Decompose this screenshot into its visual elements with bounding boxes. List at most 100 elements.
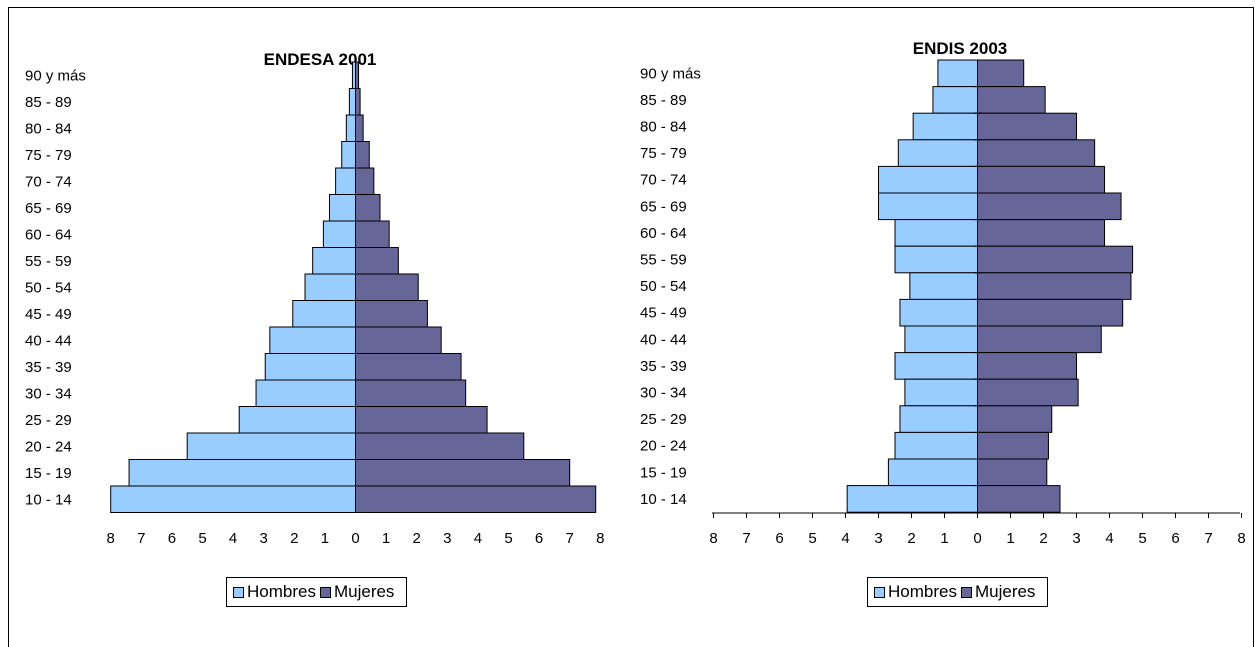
bar-mujeres [355, 247, 399, 275]
category-label: 25 - 29 [25, 412, 72, 429]
x-tick-label: 4 [1105, 530, 1113, 547]
bar-hombres [255, 379, 356, 407]
x-tick-label: 6 [775, 530, 783, 547]
category-label: 55 - 59 [640, 252, 687, 269]
x-tick-label: 8 [709, 530, 717, 547]
bar-mujeres [355, 432, 525, 460]
bar-mujeres [977, 165, 1106, 194]
category-label: 30 - 34 [25, 385, 72, 402]
legend-label-mujeres: Mujeres [974, 582, 1036, 601]
bar-mujeres [977, 325, 1102, 354]
bar-hombres [878, 192, 978, 221]
bar-hombres [846, 485, 979, 513]
x-tick-label: 3 [443, 530, 451, 547]
x-tick-label: 3 [260, 530, 268, 547]
bar-mujeres [355, 353, 462, 381]
bar-hombres [878, 165, 978, 194]
x-tick-label: 4 [474, 530, 482, 547]
category-label: 70 - 74 [640, 172, 687, 189]
legend-swatch-mujeres [319, 586, 331, 598]
x-tick-label: 1 [1006, 530, 1014, 547]
category-label: 10 - 14 [25, 491, 72, 508]
category-label: 70 - 74 [25, 173, 72, 190]
bar-hombres [894, 431, 978, 460]
category-label: 45 - 49 [25, 306, 72, 323]
bar-mujeres [977, 59, 1025, 88]
bar-hombres [909, 272, 978, 300]
legend-endesa: Hombres Mujeres [226, 577, 408, 607]
bar-hombres [348, 88, 357, 116]
category-label: 75 - 79 [25, 147, 72, 164]
x-tick-label: 2 [1039, 530, 1047, 547]
chart-title-endesa: ENDESA 2001 [264, 50, 377, 69]
x-tick-label: 2 [290, 530, 298, 547]
bar-mujeres [977, 245, 1134, 274]
bar-mujeres [355, 326, 442, 354]
category-label: 10 - 14 [640, 491, 687, 508]
x-tick-label: 0 [973, 530, 981, 547]
x-tick-label: 5 [198, 530, 206, 547]
category-label: 25 - 29 [640, 411, 687, 428]
category-label: 15 - 19 [640, 464, 687, 481]
bar-hombres [292, 300, 356, 328]
bar-mujeres [977, 192, 1122, 221]
category-label: 35 - 39 [25, 359, 72, 376]
category-label: 50 - 54 [640, 278, 687, 295]
bar-mujeres [355, 406, 488, 434]
category-label: 40 - 44 [25, 332, 72, 349]
legend-swatch-hombres [874, 586, 885, 598]
category-label: 15 - 19 [25, 465, 72, 482]
bar-hombres [899, 405, 979, 433]
x-tick-label: 3 [1072, 530, 1080, 547]
bar-mujeres [977, 431, 1049, 460]
bar-hombres [341, 141, 357, 169]
bar-mujeres [355, 300, 428, 328]
bar-hombres [932, 86, 979, 114]
category-label: 60 - 64 [640, 225, 687, 242]
bar-mujeres [977, 378, 1079, 407]
category-label: 65 - 69 [25, 200, 72, 217]
x-tick-label: 5 [808, 530, 816, 547]
bar-hombres [899, 298, 979, 327]
bar-mujeres [355, 167, 375, 195]
chart-title-endis: ENDIS 2003 [913, 39, 1008, 58]
x-tick-label: 4 [229, 530, 237, 547]
bar-hombres [264, 353, 357, 381]
bar-hombres [312, 247, 357, 275]
category-label: 45 - 49 [640, 305, 687, 322]
bar-hombres [110, 485, 356, 513]
bar-mujeres [977, 219, 1106, 247]
category-label: 85 - 89 [640, 92, 687, 109]
bar-mujeres [355, 459, 571, 487]
x-tick-label: 6 [1171, 530, 1179, 547]
category-label: 80 - 84 [25, 120, 72, 137]
bar-hombres [912, 112, 979, 141]
x-tick-label: 5 [1138, 530, 1146, 547]
x-tick-label: 0 [351, 530, 359, 547]
bar-hombres [894, 219, 978, 247]
x-tick-label: 7 [1204, 530, 1212, 547]
legend-swatch-hombres [233, 586, 244, 598]
pyramid-endesa-2001: 90 y más 85 - 89 80 - 84 75 - 79 70 - 74 65 -… [25, 61, 604, 547]
x-tick-label: 8 [107, 530, 115, 547]
bar-hombres [937, 59, 979, 88]
bar-mujeres [977, 86, 1046, 114]
bar-hombres [345, 114, 357, 142]
bar-mujeres [977, 139, 1096, 167]
bar-hombres [186, 432, 356, 460]
x-tick-label: 2 [413, 530, 421, 547]
category-label: 30 - 34 [640, 385, 687, 402]
bar-hombres [238, 406, 356, 434]
pyramid-endis-2003: 90 y más 85 - 89 80 - 84 75 - 79 70 - 74 65 -… [640, 59, 1246, 547]
bar-hombres [894, 245, 978, 274]
legend-item-mujeres: Mujeres [960, 582, 1036, 602]
x-tick-label: 3 [874, 530, 882, 547]
bar-mujeres [355, 88, 361, 116]
bar-hombres [269, 326, 357, 354]
category-label: 35 - 39 [640, 358, 687, 375]
x-tick-label: 6 [535, 530, 543, 547]
bar-mujeres [977, 272, 1132, 300]
legend-endis: Hombres Mujeres [867, 577, 1049, 607]
legend-label-mujeres: Mujeres [333, 582, 395, 601]
bar-hombres [904, 378, 979, 407]
